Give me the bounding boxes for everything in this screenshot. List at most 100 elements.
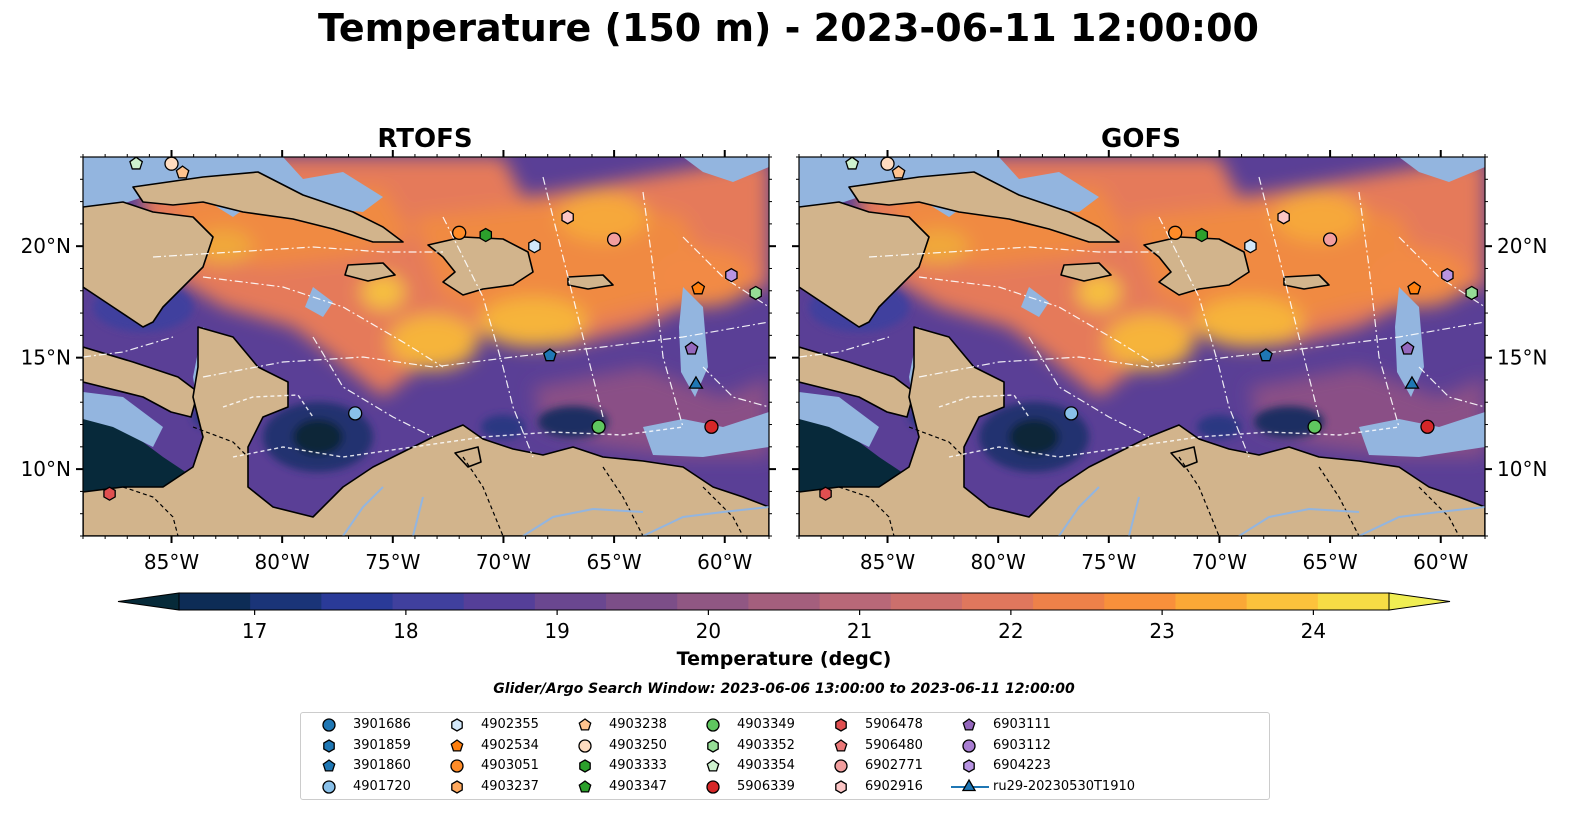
legend-item: 4903347	[565, 777, 750, 797]
legend-marker-icon	[962, 738, 976, 753]
legend-item: 4902534	[437, 736, 622, 756]
colorbar-bin	[1246, 593, 1319, 610]
figure-title: Temperature (150 m) - 2023-06-11 12:00:0…	[317, 6, 1259, 50]
colorbar-label: Temperature (degC)	[677, 648, 892, 670]
rtofs-marker-6903111	[684, 341, 699, 355]
legend-label: 6903112	[993, 737, 1051, 753]
gofs-marker-ru29-20230530T1910	[1404, 375, 1420, 389]
legend-item: 4903354	[693, 756, 878, 776]
legend-label: 6903111	[993, 717, 1051, 732]
legend-marker-icon	[578, 718, 592, 731]
legend-item: 3901686	[309, 715, 494, 735]
legend-marker-icon	[322, 759, 336, 772]
rtofs-marker-6904223	[725, 267, 738, 283]
legend-label: 3901859	[353, 737, 411, 753]
colorbar-extend-min	[117, 592, 180, 611]
legend-symbol	[322, 759, 336, 772]
legend-marker-icon	[962, 718, 976, 731]
gofs-marker-3901860	[1258, 348, 1273, 362]
legend-item: 5906478	[821, 715, 1006, 735]
y-tick-label: 15°N	[1497, 346, 1547, 370]
legend-label: 6902771	[865, 758, 923, 773]
gofs-marker-6903111	[1400, 341, 1415, 355]
panel-title-rtofs: RTOFS	[377, 124, 472, 154]
legend-marker-icon	[322, 779, 336, 794]
legend-symbol	[962, 718, 976, 731]
legend-label: 3901860	[353, 758, 411, 773]
legend-label: 5906339	[737, 778, 795, 794]
colorbar-tick-label: 22	[998, 619, 1023, 643]
y-tick-label: 20°N	[1497, 234, 1547, 258]
legend-marker-icon	[706, 759, 720, 772]
legend-label: 4901720	[353, 778, 411, 794]
legend-symbol	[706, 759, 720, 772]
legend-label: 4903347	[609, 778, 667, 794]
legend-item: 4902355	[437, 715, 622, 735]
legend-label: 5906480	[865, 737, 923, 753]
gofs-marker-6902771	[1322, 232, 1338, 247]
legend-label: 6904223	[993, 758, 1051, 773]
legend-item: 5906339	[693, 777, 878, 797]
legend-item: 6902916	[821, 777, 1006, 797]
legend-label: 6902916	[865, 778, 923, 794]
x-tick-label: 75°W	[1081, 550, 1136, 574]
colorbar-bin	[250, 593, 322, 610]
colorbar-bin	[748, 593, 821, 610]
legend-symbol	[322, 779, 336, 794]
y-tick-label: 15°N	[21, 346, 71, 370]
rtofs-observations	[103, 156, 762, 501]
legend-label: 4903349	[737, 717, 795, 732]
legend-symbol	[835, 718, 847, 732]
legend-marker-icon	[578, 738, 592, 753]
legend-label: 4902355	[481, 717, 539, 732]
x-tick-label: 85°W	[860, 550, 915, 574]
legend-symbol	[962, 738, 976, 753]
legend-item: 6902771	[821, 756, 1006, 776]
legend-symbol	[834, 759, 848, 773]
colorbar-bin	[890, 593, 963, 610]
gofs-marker-4902355	[1244, 238, 1257, 254]
legend-item: 4903250	[565, 736, 750, 756]
rtofs-map	[83, 157, 769, 536]
legend-marker-icon	[450, 738, 464, 752]
gofs-marker-4903352	[1465, 285, 1478, 301]
x-tick-label: 60°W	[1413, 550, 1468, 574]
gofs-map-frame	[798, 156, 1486, 537]
gofs-marker-4901720	[1064, 406, 1079, 421]
legend-symbol	[578, 738, 592, 753]
legend-item: 5906480	[821, 736, 1006, 756]
colorbar-tick-label: 17	[242, 619, 267, 643]
y-tick-label: 10°N	[1497, 457, 1547, 481]
gofs-marker-5906478	[819, 486, 832, 501]
x-tick-label: 85°W	[144, 550, 199, 574]
legend-symbol	[963, 759, 975, 773]
map-axes: 85°W 80°W 75°W 70°W 65°W 60°W 20°N 15°N 10°N 85°W…	[21, 150, 1547, 574]
colorbar-bin	[1033, 593, 1105, 610]
legend-symbol	[322, 718, 336, 732]
x-tick-label: 60°W	[697, 550, 752, 574]
gofs-marker-4903238	[891, 165, 906, 179]
legend-symbol	[579, 759, 591, 773]
legend-symbol	[707, 738, 719, 753]
colorbar-tick-label: 24	[1301, 619, 1326, 643]
legend-marker-icon	[834, 759, 848, 773]
rtofs-marker-ru29-20230530T1910	[688, 375, 704, 389]
rtofs-marker-4903238	[175, 165, 190, 179]
rtofs-marker-3901860	[542, 348, 557, 362]
legend-marker-icon	[834, 738, 848, 752]
legend-symbol	[578, 779, 592, 793]
rtofs-marker-6902916	[561, 209, 574, 225]
legend-item: 6904223	[949, 756, 1134, 776]
legend-marker-icon	[835, 779, 847, 794]
colorbar-tick-label: 23	[1149, 619, 1174, 643]
y-tick-label: 20°N	[21, 234, 71, 258]
x-tick-label: 80°W	[255, 550, 310, 574]
legend-label: 3901686	[353, 717, 411, 732]
rtofs-marker-4902534	[691, 281, 706, 295]
legend-symbol	[451, 718, 463, 732]
legend-item: 4903238	[565, 715, 750, 735]
legend-item: 3901859	[309, 736, 494, 756]
legend-symbol	[961, 778, 977, 791]
legend-label: 4903352	[737, 737, 795, 753]
legend-label: 4903354	[737, 758, 795, 773]
